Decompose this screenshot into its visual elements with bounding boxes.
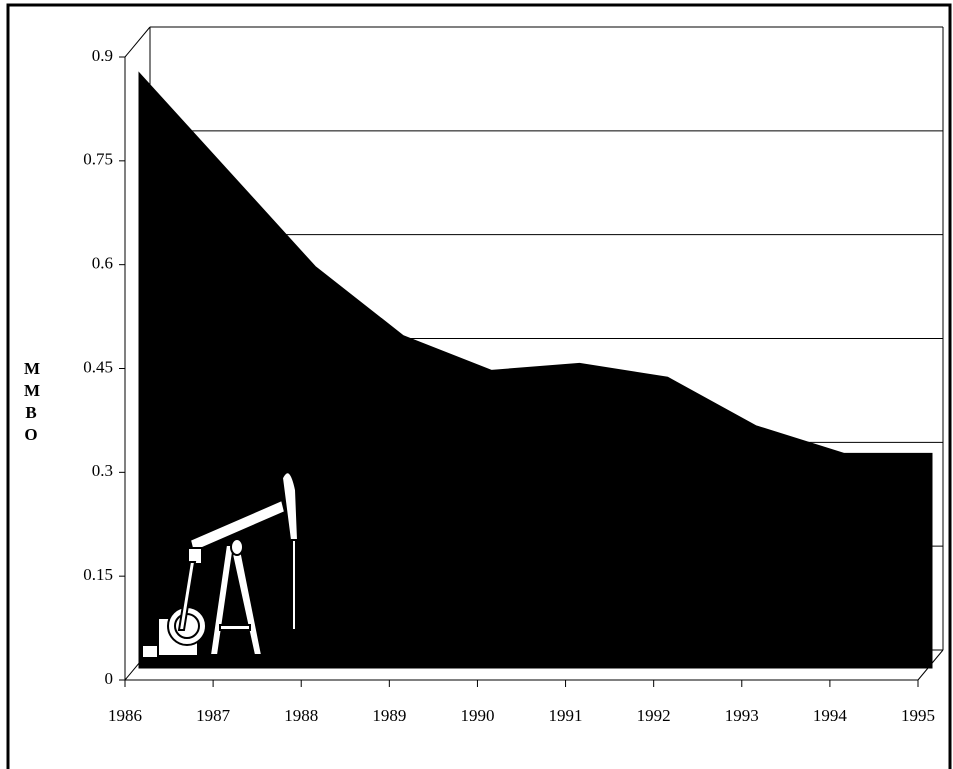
y-tick-label: 0.9 xyxy=(92,46,113,65)
floor-edge xyxy=(917,649,944,681)
y-tick-label: 0.6 xyxy=(92,254,113,273)
y-axis-label: MMBO xyxy=(24,359,41,444)
x-tick-label: 1994 xyxy=(813,706,848,725)
x-tick-label: 1989 xyxy=(372,706,406,725)
x-tick-label: 1987 xyxy=(196,706,231,725)
x-tick-label: 1991 xyxy=(549,706,583,725)
depth-edge xyxy=(124,26,151,58)
x-tick-label: 1988 xyxy=(284,706,318,725)
x-tick-label: 1990 xyxy=(460,706,494,725)
frame xyxy=(6,3,952,769)
y-tick-label: 0.45 xyxy=(83,357,113,376)
x-tick-label: 1986 xyxy=(108,706,142,725)
area xyxy=(138,71,933,669)
y-tick-label: 0.3 xyxy=(92,461,113,480)
x-tick-label: 1995 xyxy=(901,706,935,725)
plot: 0 0.15 0.3 0.45 0.6 0.75 0.9 1986 1987 1988 1989 19… xyxy=(83,46,944,725)
x-tick-label: 1993 xyxy=(725,706,759,725)
y-tick-label: 0.75 xyxy=(83,150,113,169)
x-tick-label: 1992 xyxy=(637,706,671,725)
pump-jack-icon xyxy=(141,471,300,659)
y-tick-label: 0.15 xyxy=(83,565,113,584)
y-tick-label: 0 xyxy=(105,669,114,688)
